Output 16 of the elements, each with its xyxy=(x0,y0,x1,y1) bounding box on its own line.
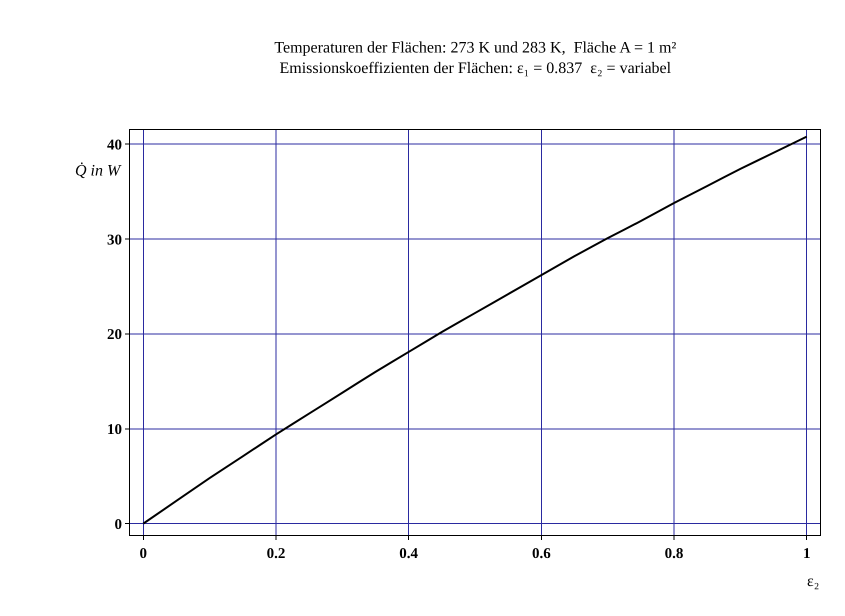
x-tick-label: 0.8 xyxy=(664,546,684,562)
y-tick-label: 30 xyxy=(107,232,122,248)
line-series xyxy=(142,136,808,525)
chart-title: Temperaturen der Flächen: 273 K und 283 K, Fläche A = 1 m² xyxy=(274,39,676,56)
x-axis-title: ε₂ xyxy=(807,573,820,590)
y-axis-title: Q̇ in W xyxy=(75,162,122,180)
y-tick-label: 20 xyxy=(107,327,122,344)
y-tick-label: 0 xyxy=(114,516,122,533)
y-tick-label: 10 xyxy=(107,422,122,438)
x-tick-label: 0.4 xyxy=(399,546,419,562)
x-tick-label: 0.2 xyxy=(266,546,286,562)
chart-subtitle: Emissionskoeffizienten der Flächen: ε₁ = 0.837 ε₂ = variabel xyxy=(280,60,672,78)
x-tick-label: 0 xyxy=(140,546,148,562)
y-tick-label: 40 xyxy=(107,137,122,154)
x-tick-label: 1 xyxy=(802,546,810,562)
x-tick-label: 0.6 xyxy=(532,546,552,562)
